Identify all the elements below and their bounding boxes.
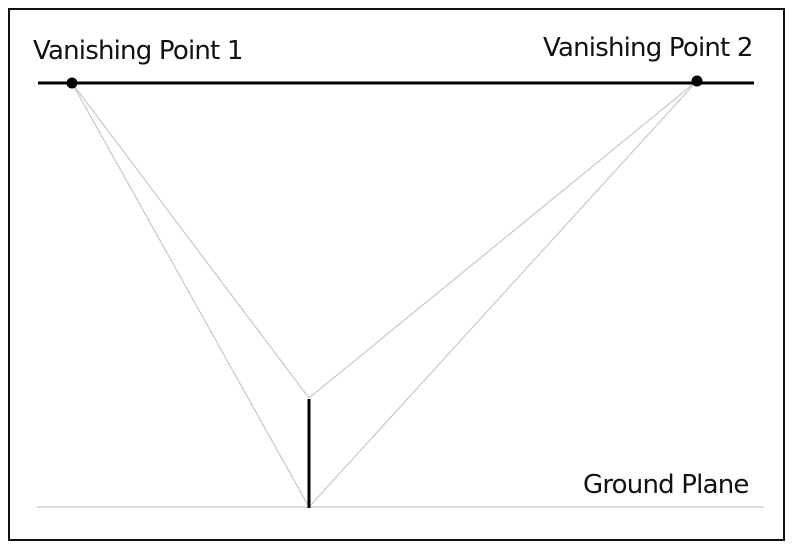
vanishing-point-1-marker (66, 77, 78, 89)
perspective-guides (71, 80, 698, 508)
guide-vp1-to-edge-bottom (71, 82, 310, 508)
vanishing-point-2-label: Vanishing Point 2 (543, 33, 753, 63)
ground-plane-label: Ground Plane (583, 470, 749, 500)
guide-vp2-to-edge-bottom (308, 80, 698, 508)
diagram-frame (8, 8, 785, 541)
vanishing-point-2-marker (691, 75, 703, 87)
vanishing-point-1-label: Vanishing Point 1 (33, 36, 243, 66)
guide-vp1-to-edge-top (71, 82, 310, 399)
guide-vp2-to-edge-top (308, 80, 698, 399)
